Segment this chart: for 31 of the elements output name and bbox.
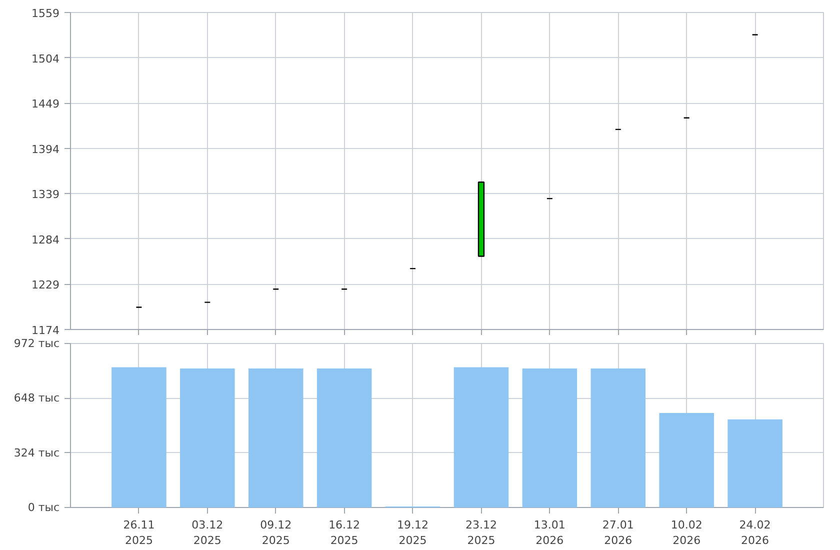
y-tick-label: 1339 xyxy=(32,188,60,202)
x-tick-label: 03.12 2025 xyxy=(192,518,224,548)
y-tick-label: 324 тыс xyxy=(14,446,60,460)
bar xyxy=(454,367,509,508)
x-tick-label: 19.12 2025 xyxy=(397,518,429,548)
y-tick-label: 1559 xyxy=(32,7,60,20)
y-tick-label: 648 тыс xyxy=(14,392,60,405)
y-tick-label: 1229 xyxy=(32,278,60,292)
y-tick-label: 1394 xyxy=(32,142,60,156)
y-tick-label: 1449 xyxy=(32,98,60,111)
y-tick-label: 1504 xyxy=(32,52,60,66)
x-tick-label: 26.11 2025 xyxy=(123,518,155,548)
y-tick-label: 1174 xyxy=(32,324,60,337)
x-tick-label: 24.02 2026 xyxy=(739,518,771,548)
bar xyxy=(590,368,646,508)
bar xyxy=(522,368,578,508)
bar xyxy=(180,368,235,508)
x-tick-label: 27.01 2026 xyxy=(602,518,634,548)
x-tick-label: 23.12 2025 xyxy=(465,518,497,548)
x-tick-label: 16.12 2025 xyxy=(328,518,360,548)
y-tick-label: 1284 xyxy=(32,233,60,246)
x-tick-label: 10.02 2026 xyxy=(670,518,702,548)
y-tick-label: 972 тыс xyxy=(14,337,60,350)
x-tick-label: 13.01 2026 xyxy=(534,518,566,548)
y-tick-label: 0 тыс xyxy=(28,501,60,514)
bar xyxy=(659,413,714,508)
bar xyxy=(316,368,372,508)
x-tick-label: 09.12 2025 xyxy=(260,518,292,548)
bar xyxy=(112,367,166,508)
bar xyxy=(728,419,782,508)
bar xyxy=(248,368,304,508)
